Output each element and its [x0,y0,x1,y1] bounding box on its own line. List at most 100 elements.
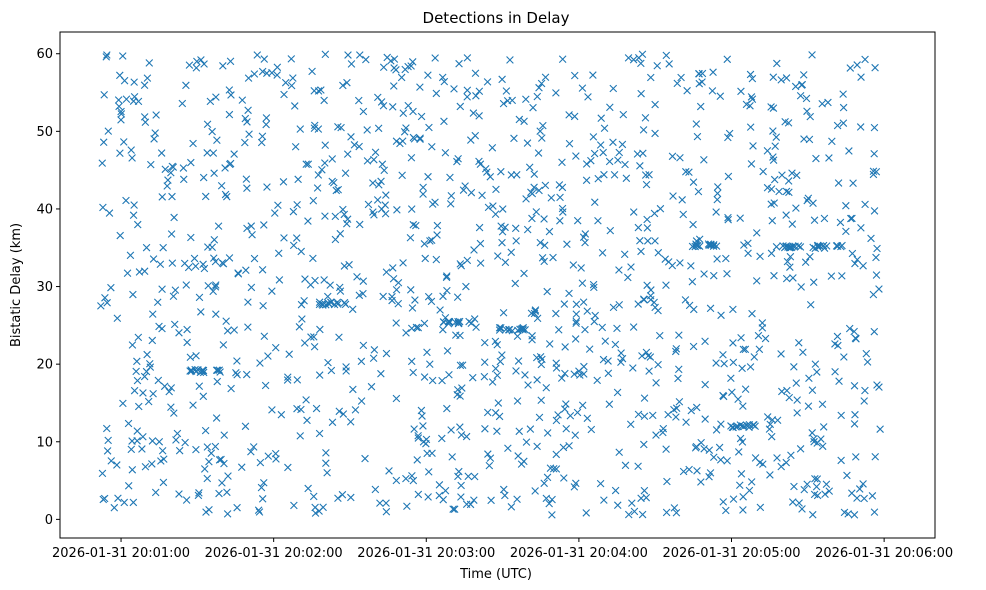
data-point [447,192,456,200]
data-point [262,69,271,77]
data-point [572,319,580,327]
data-point [116,71,124,80]
data-point [581,238,589,247]
data-point [210,169,218,177]
data-point [725,129,734,138]
data-point [662,445,670,453]
data-point [218,479,226,487]
data-point [724,215,732,224]
data-point [808,51,816,59]
data-point [796,91,805,100]
data-point [819,423,828,431]
data-point [545,227,554,236]
y-tick-label: 0 [45,513,53,528]
data-point [528,189,537,198]
data-point [846,214,855,223]
data-point [682,167,690,176]
data-point [565,441,573,450]
data-point [850,381,859,390]
data-point [377,177,385,186]
data-point [870,149,878,158]
data-point [485,461,494,470]
data-point [483,168,491,176]
data-point [359,289,367,298]
data-point [499,99,508,108]
data-point [820,244,829,252]
data-point [767,185,776,193]
data-point [184,263,193,272]
data-point [149,255,158,263]
data-point [688,277,697,286]
data-point [355,142,363,151]
data-point [571,335,580,343]
data-point [579,233,588,241]
data-point [257,483,266,492]
data-point [525,163,534,172]
data-point [140,372,149,381]
data-point [472,323,480,331]
data-point [104,436,112,445]
data-point [181,438,189,447]
data-point [264,452,273,460]
data-point [327,366,336,375]
data-point [407,153,416,162]
data-point [376,499,384,507]
data-point [336,229,345,238]
data-point [207,449,216,458]
data-point [420,240,429,248]
data-point [743,421,751,430]
data-point [355,51,364,59]
data-point [379,101,388,110]
data-point [552,450,561,459]
data-point [629,364,637,372]
data-point [668,261,677,270]
data-point [392,137,401,145]
data-point [560,300,569,308]
data-point [587,425,596,434]
data-point [532,208,541,216]
data-point [520,117,528,126]
data-point [591,311,600,320]
data-point [495,326,504,334]
data-point [483,408,492,417]
data-point [655,331,664,340]
data-point [645,367,653,375]
data-point [204,281,213,290]
data-point [182,496,191,504]
data-point [537,396,545,405]
data-point [206,97,215,106]
data-point [853,61,861,69]
data-point [722,506,730,515]
y-tick-label: 20 [36,358,53,373]
data-point [388,264,397,272]
data-point [310,124,319,132]
data-point [741,345,750,354]
data-point [486,172,495,181]
data-point [788,498,797,506]
data-point [543,287,551,296]
data-point [117,107,125,116]
data-point [768,416,777,424]
data-point [351,406,360,414]
data-point [789,274,797,282]
data-point [790,482,798,491]
data-point [224,472,232,480]
data-point [562,424,571,433]
data-point [382,191,390,199]
data-point [456,361,465,370]
data-point [818,400,827,409]
data-point [440,117,448,126]
data-point [842,201,850,210]
data-point [341,169,350,177]
data-point [203,149,211,157]
data-point [171,286,180,294]
data-point [382,268,391,276]
data-point [687,406,696,415]
data-point [637,89,645,98]
data-point [590,283,598,292]
data-point [333,300,342,308]
data-point [840,353,848,361]
data-point [747,160,756,168]
data-point [769,104,778,112]
data-point [457,431,466,439]
